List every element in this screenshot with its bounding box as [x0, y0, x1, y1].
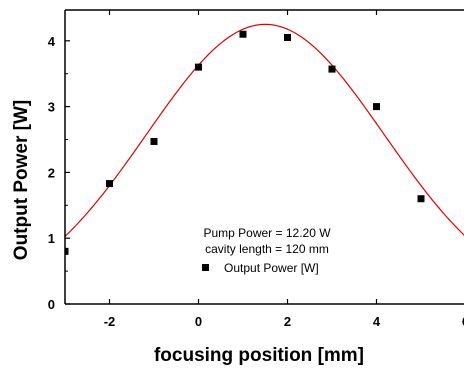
x-tick-label: -2 — [104, 314, 116, 329]
data-point — [373, 103, 380, 111]
y-tick-label: 2 — [48, 165, 55, 180]
fit-curve — [65, 23, 464, 237]
y-tick-label: 4 — [48, 34, 56, 49]
y-tick-label: 0 — [48, 297, 55, 312]
x-tick-label: 0 — [195, 314, 202, 329]
y-tick-label: 3 — [48, 100, 55, 115]
axes: -2 0 2 4 6 0 1 2 3 4 — [48, 9, 464, 329]
annotation-pump-power: Pump Power = 12.20 W — [203, 226, 331, 240]
data-point — [328, 65, 336, 73]
data-point — [195, 63, 202, 71]
ticks: -2 0 2 4 6 0 1 2 3 4 — [48, 10, 464, 329]
data-point — [106, 180, 113, 188]
data-point — [417, 195, 425, 203]
plot-area — [65, 23, 464, 255]
y-axis-title: Output Power [W] — [11, 100, 32, 260]
data-point — [284, 34, 291, 42]
legend-marker — [202, 264, 209, 271]
data-point — [65, 247, 69, 255]
x-tick-label: 2 — [284, 314, 291, 329]
data-point — [150, 137, 158, 145]
data-points — [65, 30, 425, 255]
y-tick-label: 1 — [48, 231, 55, 246]
legend: Output Power [W] — [202, 261, 319, 275]
x-axis-title: focusing position [mm] — [154, 345, 364, 366]
annotation-cavity-length: cavity length = 120 mm — [205, 242, 329, 256]
x-tick-label: 4 — [373, 314, 381, 329]
data-point — [239, 30, 247, 38]
x-tick-label: 6 — [462, 314, 464, 329]
legend-label: Output Power [W] — [224, 261, 319, 275]
